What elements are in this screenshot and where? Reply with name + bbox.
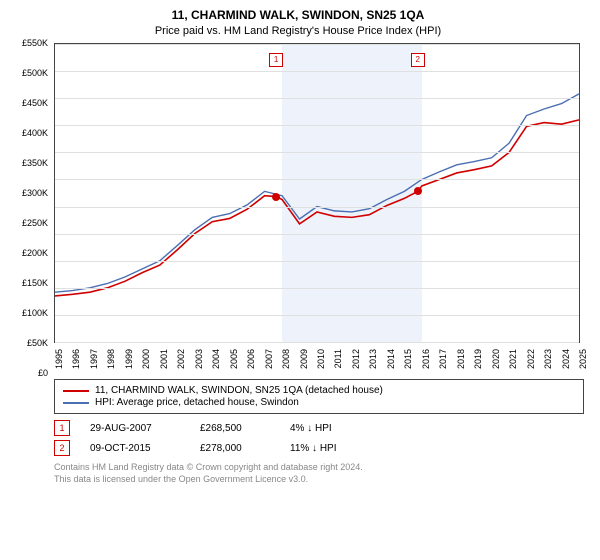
x-tick-label: 2018: [456, 349, 466, 369]
callout-row: 2 09-OCT-2015 £278,000 11% ↓ HPI: [54, 440, 584, 456]
x-tick-label: 2007: [264, 349, 274, 369]
x-tick-label: 2000: [141, 349, 151, 369]
x-tick-label: 2008: [281, 349, 291, 369]
legend-label: HPI: Average price, detached house, Swin…: [95, 397, 299, 408]
x-tick-label: 2009: [299, 349, 309, 369]
callout-delta: 4% ↓ HPI: [290, 423, 332, 434]
x-tick-label: 2006: [246, 349, 256, 369]
y-tick-label: £300K: [22, 188, 48, 198]
x-tick-label: 2014: [386, 349, 396, 369]
y-tick-label: £400K: [22, 128, 48, 138]
y-tick-label: £100K: [22, 308, 48, 318]
callout-row: 1 29-AUG-2007 £268,500 4% ↓ HPI: [54, 420, 584, 436]
gridline: [55, 315, 579, 316]
legend-row: 11, CHARMIND WALK, SWINDON, SN25 1QA (de…: [63, 385, 575, 396]
marker-dot: [414, 187, 422, 195]
gridline: [55, 125, 579, 126]
x-tick-label: 2011: [333, 349, 343, 368]
gridline: [55, 342, 579, 343]
gridline: [55, 261, 579, 262]
callout-date: 29-AUG-2007: [90, 423, 180, 434]
footnotes: Contains HM Land Registry data © Crown c…: [54, 462, 584, 485]
legend-label: 11, CHARMIND WALK, SWINDON, SN25 1QA (de…: [95, 385, 383, 396]
x-tick-label: 1998: [106, 349, 116, 369]
x-tick-label: 2019: [473, 349, 483, 369]
x-tick-label: 2022: [526, 349, 536, 369]
legend-swatch: [63, 402, 89, 404]
gridline: [55, 152, 579, 153]
x-tick-label: 2004: [211, 349, 221, 369]
x-tick-label: 1995: [54, 349, 64, 369]
x-tick-label: 1996: [71, 349, 81, 369]
gridline: [55, 234, 579, 235]
callout-number: 1: [54, 420, 70, 436]
x-tick-label: 2020: [491, 349, 501, 369]
y-tick-label: £150K: [22, 278, 48, 288]
marker-box: 2: [411, 53, 425, 67]
x-tick-label: 2002: [176, 349, 186, 369]
plot-area: 12: [54, 43, 580, 343]
title-line2: Price paid vs. HM Land Registry's House …: [12, 25, 584, 37]
y-tick-label: £250K: [22, 218, 48, 228]
x-tick-label: 2021: [508, 349, 518, 369]
marker-dot: [272, 193, 280, 201]
x-axis-labels: 1995 1996 1997 1998 1999 2000 2001 2002 2003 2004…: [54, 345, 580, 375]
x-tick-label: 2015: [403, 349, 413, 369]
chart-container: 11, CHARMIND WALK, SWINDON, SN25 1QA Pri…: [0, 0, 600, 560]
y-tick-label: £50K: [27, 338, 48, 348]
x-tick-label: 2005: [229, 349, 239, 369]
y-axis-labels: £0£50K£100K£150K£200K£250K£300K£350K£400…: [12, 43, 50, 373]
gridline: [55, 207, 579, 208]
series-hpi: [55, 94, 579, 292]
y-tick-label: £350K: [22, 158, 48, 168]
gridline: [55, 44, 579, 45]
title-line1: 11, CHARMIND WALK, SWINDON, SN25 1QA: [12, 8, 584, 22]
x-tick-label: 2001: [159, 349, 169, 369]
marker-box: 1: [269, 53, 283, 67]
y-tick-label: £550K: [22, 38, 48, 48]
x-tick-label: 2003: [194, 349, 204, 369]
legend-swatch: [63, 390, 89, 392]
x-tick-label: 2023: [543, 349, 553, 369]
callout-price: £268,500: [200, 423, 270, 434]
callout-price: £278,000: [200, 443, 270, 454]
callout-date: 09-OCT-2015: [90, 443, 180, 454]
series-price_paid: [55, 120, 579, 296]
gridline: [55, 179, 579, 180]
titles: 11, CHARMIND WALK, SWINDON, SN25 1QA Pri…: [12, 8, 584, 37]
callout-number: 2: [54, 440, 70, 456]
legend: 11, CHARMIND WALK, SWINDON, SN25 1QA (de…: [54, 379, 584, 414]
gridline: [55, 288, 579, 289]
x-tick-label: 1999: [124, 349, 134, 369]
x-tick-label: 2016: [421, 349, 431, 369]
callout-delta: 11% ↓ HPI: [290, 443, 337, 454]
y-tick-label: £0: [38, 368, 48, 378]
x-tick-label: 2017: [438, 349, 448, 369]
footnote: Contains HM Land Registry data © Crown c…: [54, 462, 584, 474]
y-tick-label: £500K: [22, 68, 48, 78]
chart-box: 12 £0£50K£100K£150K£200K£250K£300K£350K£…: [54, 43, 580, 373]
x-tick-label: 2010: [316, 349, 326, 369]
x-tick-label: 2013: [368, 349, 378, 369]
gridline: [55, 71, 579, 72]
y-tick-label: £200K: [22, 248, 48, 258]
x-tick-label: 1997: [89, 349, 99, 369]
callouts: 1 29-AUG-2007 £268,500 4% ↓ HPI 2 09-OCT…: [54, 420, 584, 456]
x-tick-label: 2012: [351, 349, 361, 369]
footnote: This data is licensed under the Open Gov…: [54, 474, 584, 486]
x-tick-label: 2025: [578, 349, 588, 369]
y-tick-label: £450K: [22, 98, 48, 108]
x-tick-label: 2024: [561, 349, 571, 369]
legend-row: HPI: Average price, detached house, Swin…: [63, 397, 575, 408]
gridline: [55, 98, 579, 99]
chart-svg: [55, 44, 579, 342]
